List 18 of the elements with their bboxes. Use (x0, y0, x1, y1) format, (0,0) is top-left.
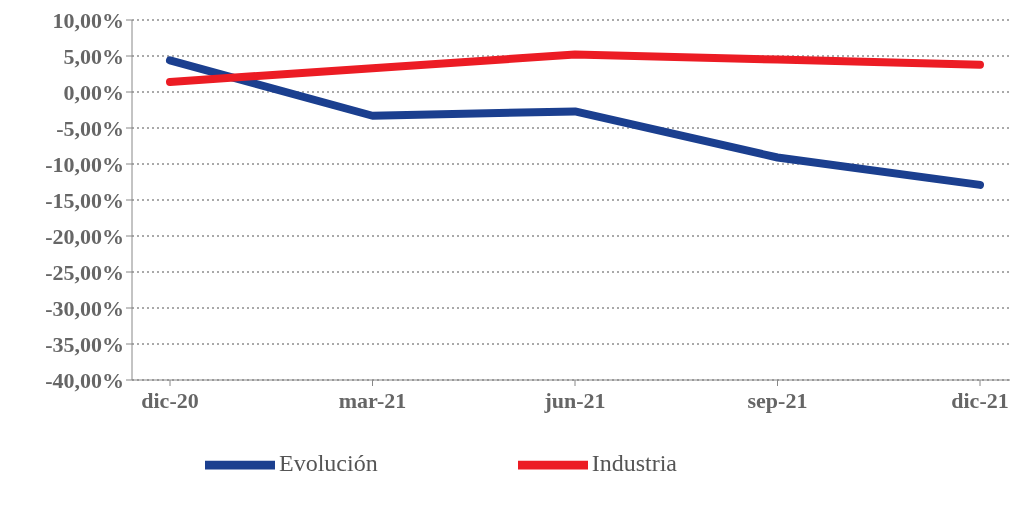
x-tick-label: jun-21 (543, 387, 606, 413)
y-tick-label: -35,00% (45, 331, 124, 357)
x-tick-label: dic-21 (951, 387, 1009, 413)
y-tick-label: -5,00% (56, 115, 124, 141)
y-tick-label: -25,00% (45, 259, 124, 285)
y-tick-label: 10,00% (52, 7, 124, 33)
y-tick-label: -20,00% (45, 223, 124, 249)
legend-label: Industria (591, 449, 677, 476)
y-tick-label: 0,00% (63, 79, 124, 105)
y-tick-label: -40,00% (45, 367, 124, 393)
y-tick-label: 5,00% (63, 43, 124, 69)
x-tick-label: dic-20 (141, 387, 199, 413)
y-tick-label: -15,00% (45, 187, 124, 213)
y-tick-label: -30,00% (45, 295, 124, 321)
legend-label: Evolución (279, 449, 378, 476)
y-tick-label: -10,00% (45, 151, 124, 177)
x-tick-label: mar-21 (338, 387, 407, 413)
x-tick-label: sep-21 (747, 387, 808, 413)
